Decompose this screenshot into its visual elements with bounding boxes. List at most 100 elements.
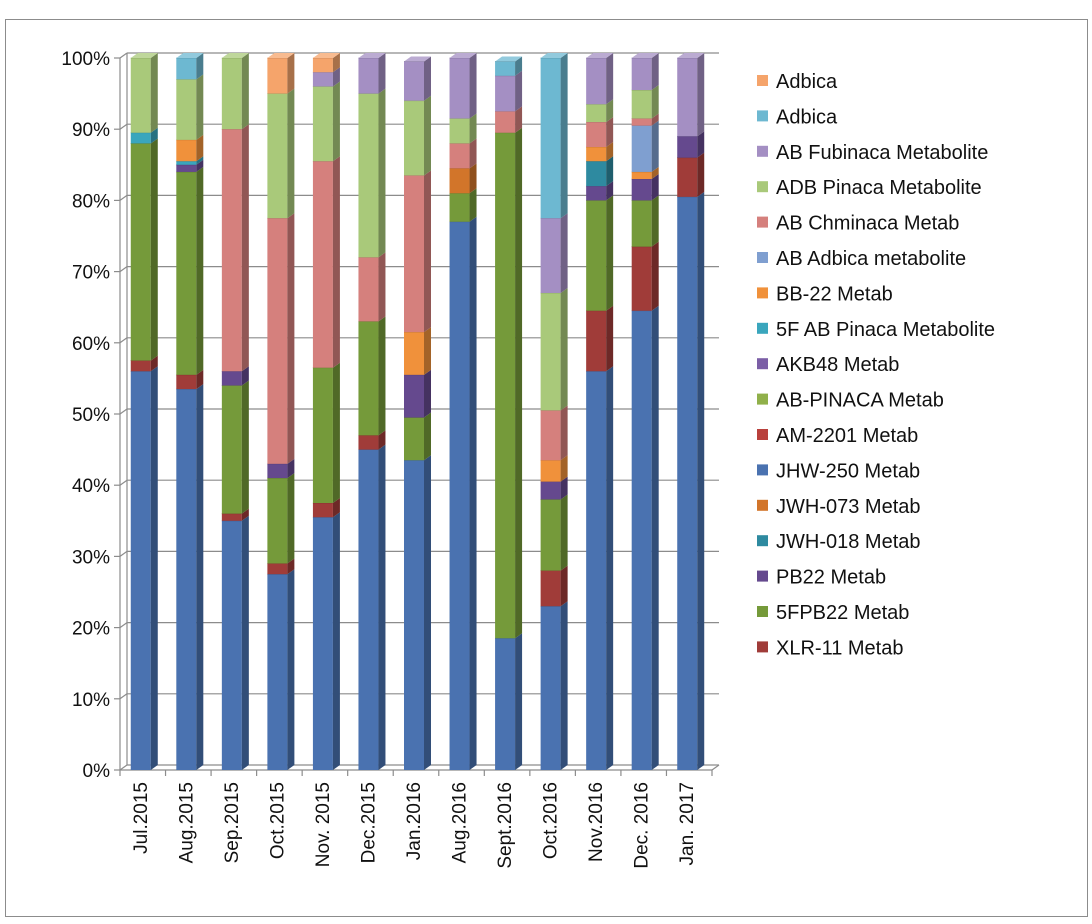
legend-label: AB Chminaca Metab — [776, 213, 959, 235]
bar-segment — [267, 88, 295, 219]
bar-segment — [358, 252, 386, 322]
legend-label: PB22 Metab — [776, 567, 886, 589]
chart-frame — [5, 19, 1088, 917]
bar-segment — [540, 601, 568, 770]
y-tick-label: 80% — [72, 191, 110, 212]
bar-segment — [312, 81, 340, 162]
x-tick-label: Aug.2015 — [176, 782, 197, 863]
bar-segment — [586, 305, 614, 372]
legend-item: AKB48 Metab — [757, 354, 899, 376]
bar-segment — [631, 241, 659, 311]
x-tick-label: Nov.2016 — [586, 782, 607, 862]
bar-segment — [631, 195, 659, 247]
bar-top — [267, 53, 295, 58]
x-tick-label: Oct.2016 — [541, 782, 562, 859]
legend-label: AB Adbica metabolite — [776, 248, 966, 270]
bar-top — [176, 53, 204, 58]
x-tick-label: Jan.2016 — [404, 782, 425, 860]
legend-label: ADB Pinaca Metabolite — [776, 177, 982, 199]
y-tick-label: 50% — [72, 405, 110, 426]
bar-segment — [449, 216, 477, 770]
bar-segment — [586, 53, 614, 105]
legend-swatch — [757, 358, 768, 370]
bar-stack — [267, 53, 295, 770]
legend: Adbica Adbica AB Fubinaca Metabolite ADB Pi… — [757, 71, 995, 659]
bar-stack — [130, 53, 158, 770]
bar-segment — [221, 380, 249, 514]
bar-stack — [495, 56, 523, 770]
bar-segment — [540, 494, 568, 571]
bar-top — [404, 56, 431, 62]
bar-segment — [495, 633, 523, 770]
bar-segment — [404, 170, 431, 333]
y-tick-label: 60% — [72, 334, 110, 355]
legend-label: Adbica — [776, 106, 838, 128]
legend-item: AB Chminaca Metab — [757, 213, 959, 235]
legend-label: AB-PINACA Metab — [776, 390, 944, 412]
bar-segment — [130, 366, 158, 770]
legend-item: AB Fubinaca Metabolite — [757, 142, 988, 164]
bar-segment — [358, 88, 386, 258]
legend-label: 5F AB Pinaca Metabolite — [776, 319, 995, 341]
legend-swatch — [757, 75, 768, 86]
bar-segment — [404, 412, 431, 461]
bar-segment — [312, 498, 340, 518]
legend-item: JHW-250 Metab — [757, 460, 920, 482]
legend-item: 5FPB22 Metab — [757, 602, 909, 624]
bar-segment — [312, 362, 340, 503]
bar-segment — [586, 156, 614, 187]
bar-segment — [631, 305, 659, 770]
bar-stack — [221, 53, 249, 770]
bar-segment — [404, 327, 431, 375]
bar-segment — [540, 53, 568, 219]
bar-segment — [267, 213, 295, 464]
bar-stack — [631, 53, 659, 770]
legend-label: Adbica — [776, 71, 838, 93]
bar-top — [358, 53, 386, 58]
x-tick-label: Dec.2015 — [358, 782, 379, 863]
legend-swatch — [757, 322, 768, 334]
bar-stacks — [130, 53, 705, 771]
bar-segment — [267, 53, 295, 94]
bar-segment — [221, 124, 249, 372]
legend-item: 5F AB Pinaca Metabolite — [757, 319, 995, 341]
bar-segment — [586, 99, 614, 123]
legend-item: AB Adbica metabolite — [757, 248, 966, 270]
bar-segment — [404, 455, 431, 770]
bar-segment — [267, 569, 295, 770]
y-tick-label: 40% — [72, 476, 110, 497]
bar-segment — [677, 53, 705, 137]
legend-swatch — [757, 145, 768, 157]
bar-segment — [540, 287, 568, 411]
bar-segment — [631, 85, 659, 119]
bar-segment — [404, 95, 431, 176]
legend-item: AB-PINACA Metab — [757, 390, 944, 412]
bar-top — [495, 56, 523, 62]
bar-segment — [495, 127, 523, 639]
bar-segment — [358, 430, 386, 450]
bar-top — [449, 53, 477, 58]
x-tick-label: Oct.2015 — [267, 782, 288, 859]
legend-label: JHW-250 Metab — [776, 460, 920, 482]
legend-swatch — [757, 216, 768, 228]
bar-segment — [176, 166, 204, 375]
bar-segment — [540, 455, 568, 482]
legend-item: ADB Pinaca Metabolite — [757, 177, 982, 199]
legend-swatch — [757, 287, 768, 299]
bar-segment — [540, 405, 568, 461]
legend-item: AM-2201 Metab — [757, 425, 918, 447]
x-tick-label: Dec. 2016 — [632, 782, 653, 869]
bar-stack — [358, 53, 386, 770]
bar-segment — [449, 163, 477, 194]
legend-label: 5FPB22 Metab — [776, 602, 909, 624]
bar-segment — [677, 152, 705, 197]
bar-segment — [358, 444, 386, 770]
x-tick-label: Jul.2015 — [131, 782, 152, 854]
y-tick-label: 70% — [72, 263, 110, 284]
legend-item: JWH-073 Metab — [757, 496, 921, 518]
bar-stack — [312, 53, 340, 770]
bar-top — [540, 53, 568, 58]
y-tick-label: 0% — [83, 761, 111, 782]
bar-stack — [449, 53, 477, 770]
bar-segment — [358, 53, 386, 94]
